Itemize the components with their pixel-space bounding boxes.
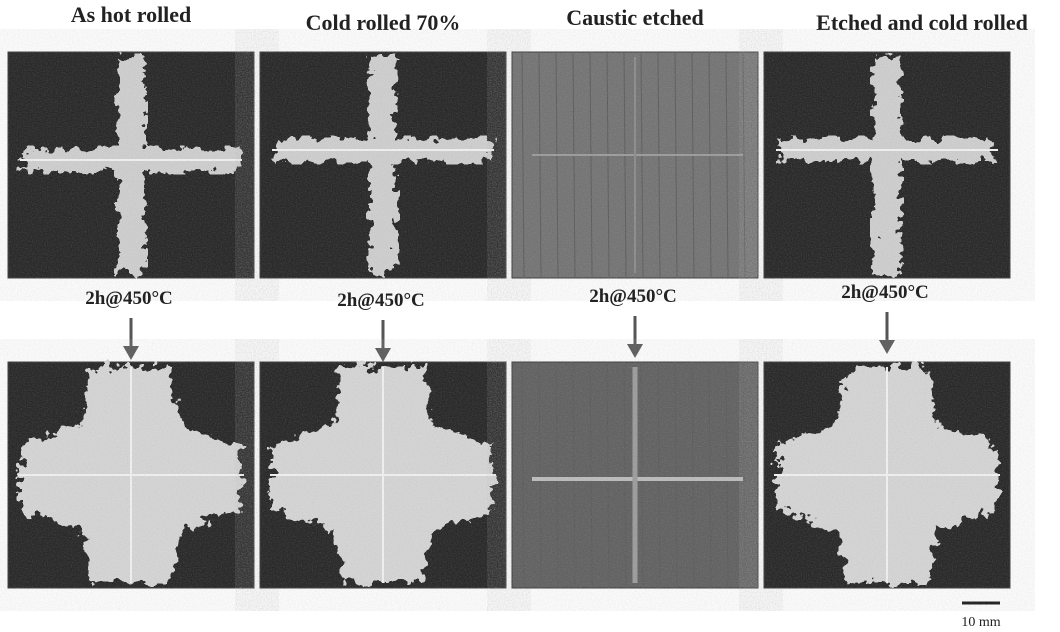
grain	[260, 52, 506, 278]
arrow-head	[627, 344, 643, 358]
photo	[7, 51, 255, 279]
treatment-label: 2h@450°C	[589, 286, 677, 307]
column-title: Cold rolled 70%	[306, 10, 461, 35]
column-title: As hot rolled	[71, 2, 192, 27]
grain	[764, 52, 1010, 278]
grain	[512, 362, 758, 588]
photo	[763, 51, 1011, 279]
photo	[511, 51, 759, 279]
treatment-label: 2h@450°C	[337, 290, 425, 311]
arrow-head	[375, 348, 391, 362]
grain	[8, 362, 254, 588]
photo	[259, 361, 507, 589]
photo	[259, 51, 507, 279]
photo	[7, 361, 255, 589]
photo	[763, 361, 1011, 589]
column-title: Caustic etched	[566, 5, 703, 30]
treatment-label: 2h@450°C	[85, 288, 173, 309]
grain	[8, 52, 254, 278]
grain	[764, 362, 1010, 588]
treatment-label: 2h@450°C	[841, 282, 929, 303]
scale-label: 10 mm	[961, 615, 1000, 630]
grain	[260, 362, 506, 588]
grain	[512, 52, 758, 278]
arrow-head	[123, 346, 139, 360]
arrow-head	[879, 340, 895, 354]
column-title: Etched and cold rolled	[816, 10, 1028, 35]
photo	[511, 361, 759, 589]
